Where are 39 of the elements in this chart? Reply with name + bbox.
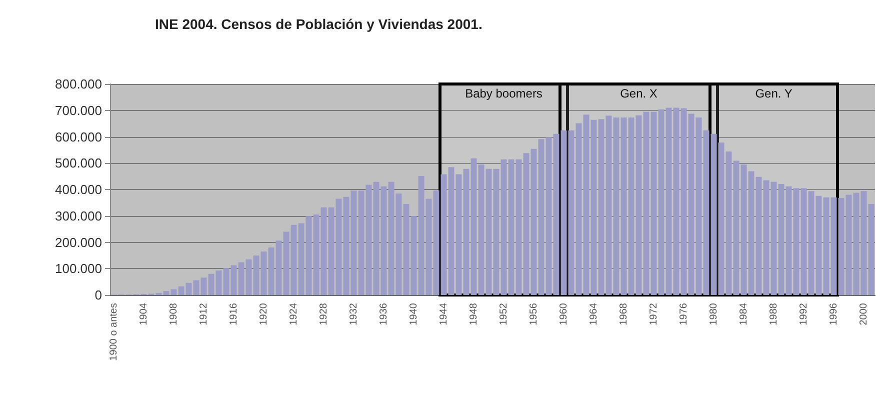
x-tick-label: 1900 o antes [108,303,120,361]
y-tick-label: 400.000 [55,182,102,197]
x-tick-label: 1956 [528,302,540,326]
y-tick-label: 800.000 [55,76,102,92]
x-tick-label: 1984 [738,302,750,326]
x-tick-label: 1968 [618,302,630,326]
band-label: Gen. X [620,86,658,100]
y-tick-label: 200.000 [55,234,102,250]
y-tick-label: 300.000 [55,208,102,224]
x-tick-label: 1980 [708,302,720,326]
x-tick-label: 1992 [798,302,810,326]
y-tick-label: 700.000 [55,102,102,118]
x-tick-label: 1964 [588,302,600,326]
x-tick-label: 1936 [378,302,390,326]
x-tick-label: 1952 [498,302,510,326]
x-tick-label: 1904 [138,302,150,326]
band-label: Baby boomers [465,86,542,100]
x-tick-label: 1920 [258,302,270,326]
x-tick-label: 1916 [228,302,240,326]
x-tick-label: 1940 [408,302,420,326]
x-tick-label: 1960 [558,302,570,326]
chart-title: INE 2004. Censos de Población y Viviendas 2001. [155,16,482,32]
x-tick-label: 1912 [198,302,210,326]
x-tick-label: 1948 [468,302,480,326]
y-tick-label: 100.000 [55,261,102,276]
x-tick-label: 1976 [678,302,690,326]
x-tick-label: 2000 [858,302,870,326]
x-tick-label: 1928 [318,302,330,326]
x-tick-label: 1932 [348,302,360,326]
x-tick-label: 1988 [768,302,780,326]
x-tick-label: 1924 [288,302,300,326]
y-tick-label: 0 [94,288,102,302]
x-tick-label: 1996 [828,302,840,326]
x-tick-label: 1972 [648,302,660,326]
x-tick-label: 1908 [168,302,180,326]
y-tick-label: 500.000 [55,156,102,171]
y-tick-label: 600.000 [55,129,102,144]
x-tick-label: 1944 [438,302,450,326]
band-label: Gen. Y [755,86,792,100]
